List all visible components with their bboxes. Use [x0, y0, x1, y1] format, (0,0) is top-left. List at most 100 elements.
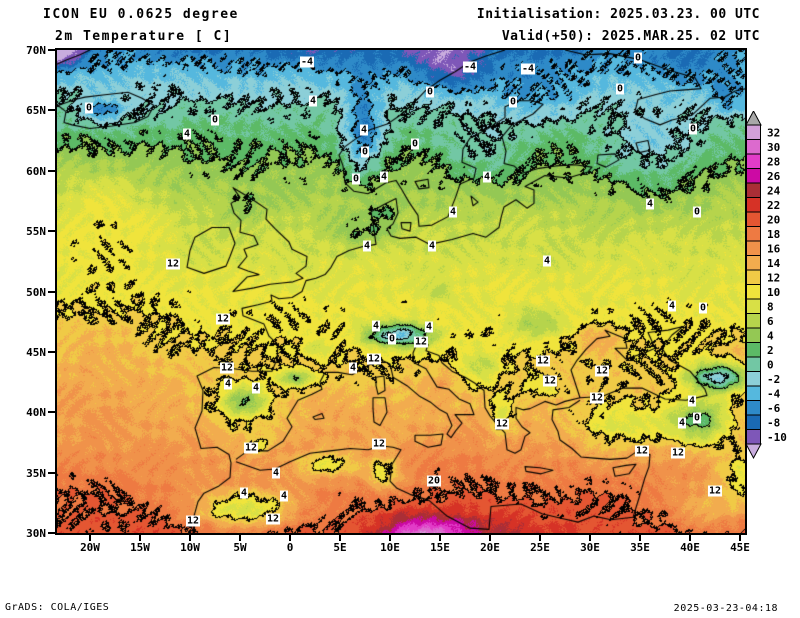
map-frame: -4 0 0 4 4 12 4 0 0 4 -4 -4 0 0 0 0 0 0 4 4 4 0 4 4 4 4 0 4 12 12 4 12 1… — [55, 48, 747, 535]
contour-label: 4 — [359, 124, 369, 136]
grads-credit: GrADS: COLA/IGES — [5, 602, 110, 613]
colorbar-tick-label: 26 — [767, 170, 781, 183]
contour-label: 0 — [351, 173, 361, 185]
contour-label: 12 — [265, 513, 281, 525]
colorbar-tick-label: 18 — [767, 228, 780, 241]
lon-tick — [339, 535, 341, 541]
contour-label: 0 — [688, 123, 698, 135]
contour-label: 12 — [371, 438, 387, 450]
colorbar-segment — [746, 168, 761, 184]
colorbar-segment — [746, 298, 761, 314]
contour-label: 12 — [494, 418, 510, 430]
parameter-title: 2m Temperature [ C] — [55, 29, 233, 44]
contour-label: 0 — [387, 333, 397, 345]
contour-label: 12 — [413, 336, 429, 348]
lat-tick — [48, 350, 56, 353]
lon-tick — [589, 535, 591, 541]
contour-label: 4 — [308, 95, 318, 107]
contour-label: 4 — [182, 128, 192, 140]
contour-label: -4 — [520, 63, 536, 75]
lon-tick — [389, 535, 391, 541]
lat-label: 40N — [26, 406, 46, 420]
colorbar-tick-label: -6 — [767, 402, 781, 415]
lat-tick — [48, 290, 56, 293]
colorbar-tick-label: 10 — [767, 286, 780, 299]
colorbar-tick-label: 2 — [767, 344, 774, 357]
lon-label: 25E — [530, 541, 550, 554]
lon-label: 0 — [286, 541, 294, 554]
lon-label: 15E — [430, 541, 450, 554]
contour-label: 12 — [707, 485, 723, 497]
contour-label: 4 — [371, 320, 381, 332]
contour-label: 0 — [425, 86, 435, 98]
contour-label: 4 — [448, 206, 458, 218]
contour-label: 4 — [667, 300, 677, 312]
lat-label: 30N — [26, 527, 46, 540]
contour-label: 12 — [366, 353, 382, 365]
lon-tick — [189, 535, 191, 541]
lon-tick — [639, 535, 641, 541]
valid-time: Valid(+50): 2025.MAR.25. 02 UTC — [501, 29, 760, 44]
colorbar-tick-label: 12 — [767, 271, 780, 284]
colorbar-segment — [746, 153, 761, 169]
colorbar-segment — [746, 342, 761, 358]
lon-label: 15W — [130, 541, 150, 554]
contour-label: 0 — [410, 138, 420, 150]
colorbar-tick-label: -8 — [767, 416, 780, 429]
contour-label: 4 — [362, 240, 372, 252]
colorbar-tick-label: 24 — [767, 184, 781, 197]
colorbar-tick-label: -10 — [767, 431, 787, 444]
contour-label: 12 — [219, 362, 235, 374]
lon-tick — [439, 535, 441, 541]
lat-tick — [48, 49, 56, 51]
lat-label: 65N — [26, 104, 46, 118]
lon-label: 30E — [580, 541, 600, 554]
lat-tick — [48, 169, 56, 172]
lat-tick — [48, 411, 56, 414]
colorbar-segment — [746, 226, 761, 242]
contour-label: 20 — [426, 475, 442, 487]
contour-label: 4 — [482, 171, 492, 183]
colorbar-tick-label: 28 — [767, 155, 780, 168]
temperature-colorbar: 32 30 28 26 24 22 20 18 16 14 12 10 8 6 4 2 0 -2 -4 -6 -8 -10 — [745, 109, 800, 464]
colorbar-segment — [746, 182, 761, 198]
colorbar-tick-label: -4 — [767, 387, 781, 400]
contour-label: 0 — [615, 83, 625, 95]
lon-label: 35E — [630, 541, 650, 554]
contour-label: -4 — [462, 61, 478, 73]
colorbar-segment — [746, 269, 761, 285]
contour-label: 4 — [379, 171, 389, 183]
colorbar-segment — [746, 124, 761, 140]
contour-label: 4 — [687, 395, 697, 407]
model-title: ICON EU 0.0625 degree — [43, 7, 239, 22]
colorbar-segment — [746, 385, 761, 401]
contour-label: 4 — [239, 487, 249, 499]
colorbar-segment — [746, 400, 761, 416]
contour-label: 0 — [84, 102, 94, 114]
lat-label: 55N — [26, 225, 46, 239]
colorbar-segment — [746, 139, 761, 155]
lon-tick — [489, 535, 491, 541]
contour-label: 12 — [542, 375, 558, 387]
contour-label: 12 — [243, 442, 259, 454]
contour-label: 4 — [542, 255, 552, 267]
lon-tick — [139, 535, 141, 541]
colorbar-segment — [746, 211, 761, 227]
colorbar-segment — [746, 284, 761, 300]
lon-label: 10E — [380, 541, 400, 554]
lat-label: 45N — [26, 345, 46, 359]
contour-label: 0 — [633, 52, 643, 64]
lat-label: 70N — [26, 44, 46, 57]
lat-tick — [48, 230, 56, 233]
contour-label: 0 — [692, 412, 702, 424]
colorbar-underflow-arrow — [745, 443, 762, 460]
colorbar-segment — [746, 429, 761, 445]
colorbar-segment — [746, 356, 761, 372]
contour-label: 0 — [360, 146, 370, 158]
lat-tick — [48, 109, 56, 112]
contour-label: 0 — [508, 96, 518, 108]
contour-label: 12 — [215, 313, 231, 325]
lon-label: 40E — [680, 541, 700, 554]
colorbar-tick-label: 4 — [767, 329, 774, 342]
